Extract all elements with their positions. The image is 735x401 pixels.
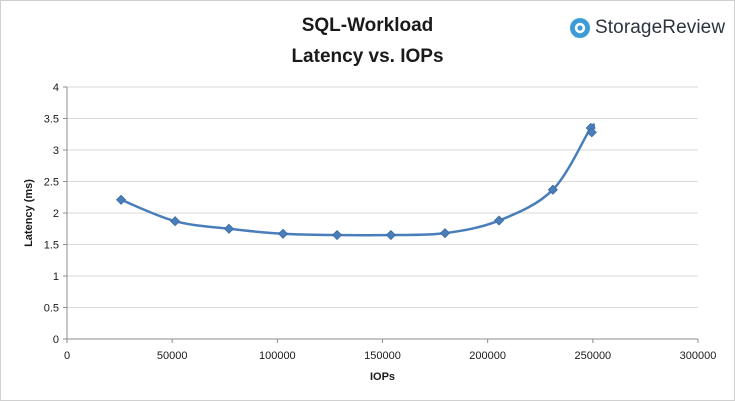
gridlines	[67, 86, 698, 308]
x-tick-label-5: 250000	[574, 350, 611, 362]
data-point-8	[547, 184, 558, 195]
series-markers	[115, 122, 597, 241]
data-point-0	[115, 194, 127, 205]
data-point-3	[277, 228, 289, 239]
logo-text: StorageReview	[595, 17, 726, 38]
y-tick-label-2: 1	[53, 271, 59, 283]
data-point-5	[385, 229, 396, 241]
y-tick-label-4: 2	[53, 208, 59, 220]
y-tick-labels: 0 0.5 1 1.5 2 2.5 3 3.5 4	[44, 82, 59, 346]
chart-title: SQL-Workload	[301, 15, 434, 36]
storagereview-logo-icon	[570, 18, 590, 38]
x-axis-label: IOPs	[370, 371, 395, 383]
x-tick-label-2: 100000	[259, 350, 296, 362]
y-tick-label-8: 4	[53, 82, 59, 94]
y-tick-label-7: 3.5	[44, 114, 59, 126]
data-point-10	[586, 127, 597, 138]
series-line	[120, 123, 596, 237]
x-tick-label-6: 300000	[680, 350, 717, 362]
data-point-6	[439, 228, 451, 239]
x-tick-label-0: 0	[64, 350, 70, 362]
x-tick-label-3: 150000	[364, 350, 401, 362]
data-point-7	[493, 215, 505, 226]
y-tick-label-1: 0.5	[44, 303, 59, 315]
x-tick-labels: 0 50000 100000 150000 200000 250000 300000	[64, 350, 716, 362]
y-tick-label-6: 3	[53, 145, 59, 157]
y-tick-label-5: 2.5	[44, 177, 59, 189]
data-point-1	[170, 216, 181, 227]
y-tick-label-0: 0	[53, 334, 59, 346]
y-axis-label: Latency (ms)	[23, 179, 35, 247]
data-point-2	[223, 223, 235, 234]
x-tick-label-4: 200000	[469, 350, 506, 362]
x-tick-label-1: 50000	[157, 350, 188, 362]
data-point-4	[332, 229, 343, 241]
y-tick-label-3: 1.5	[44, 240, 59, 252]
chart-subtitle: Latency vs. IOPs	[291, 46, 444, 67]
axes	[63, 86, 699, 343]
storagereview-logo: StorageReview	[569, 15, 725, 41]
